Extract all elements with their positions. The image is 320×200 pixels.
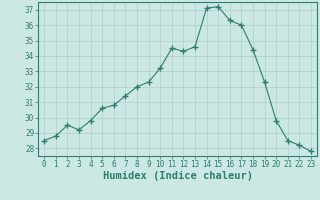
X-axis label: Humidex (Indice chaleur): Humidex (Indice chaleur): [103, 171, 252, 181]
